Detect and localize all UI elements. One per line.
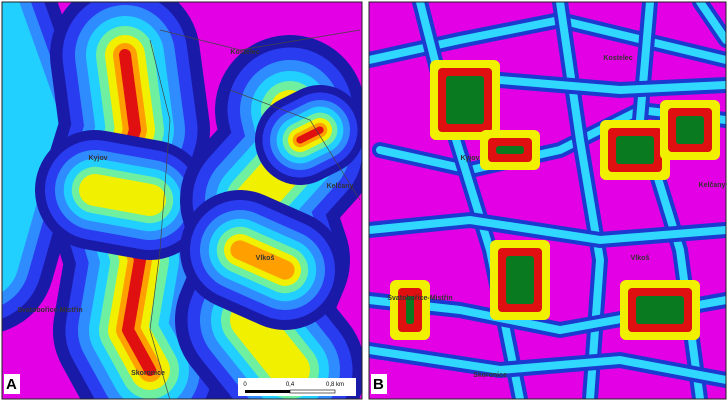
urban-zone <box>676 116 704 144</box>
panel-b <box>369 2 726 399</box>
scale-bar <box>245 390 290 393</box>
place-name: Kostelec <box>603 55 632 62</box>
scale-bar <box>290 390 335 393</box>
place-name: Vlkoš <box>256 255 275 262</box>
place-name: Kelčany <box>327 183 354 190</box>
place-name: Skoronice <box>131 370 165 377</box>
urban-zone <box>616 136 654 164</box>
suitability-zone <box>95 190 150 200</box>
urban-zone <box>636 296 684 324</box>
suitability-zone <box>0 0 20 260</box>
figure: A B 0 0,4 0,8 km KostelecKyjovKelčanyVlk… <box>0 0 728 401</box>
urban-zone <box>506 256 534 304</box>
urban-zone <box>446 76 484 124</box>
place-name: Svatobořice-Mistřín <box>17 307 82 314</box>
place-name: Kelčany <box>699 182 726 189</box>
scale-label: 0,8 km <box>326 382 344 388</box>
place-name: Kostelec <box>230 49 259 56</box>
scale-label: 0,4 <box>286 382 295 388</box>
page: {"panel_a":{"label":"A","places":["Koste… <box>0 0 728 401</box>
place-name: Vlkoš <box>631 255 650 262</box>
place-name: Kyjov <box>88 155 107 162</box>
place-name: Svatobořice-Mistřín <box>387 295 452 302</box>
place-name: Skoronice <box>473 372 507 379</box>
place-name: Kyjov <box>460 155 479 162</box>
panel-label: B <box>373 376 384 393</box>
panel-a <box>0 0 362 400</box>
urban-zone <box>496 146 524 154</box>
panel-label: A <box>6 376 17 393</box>
